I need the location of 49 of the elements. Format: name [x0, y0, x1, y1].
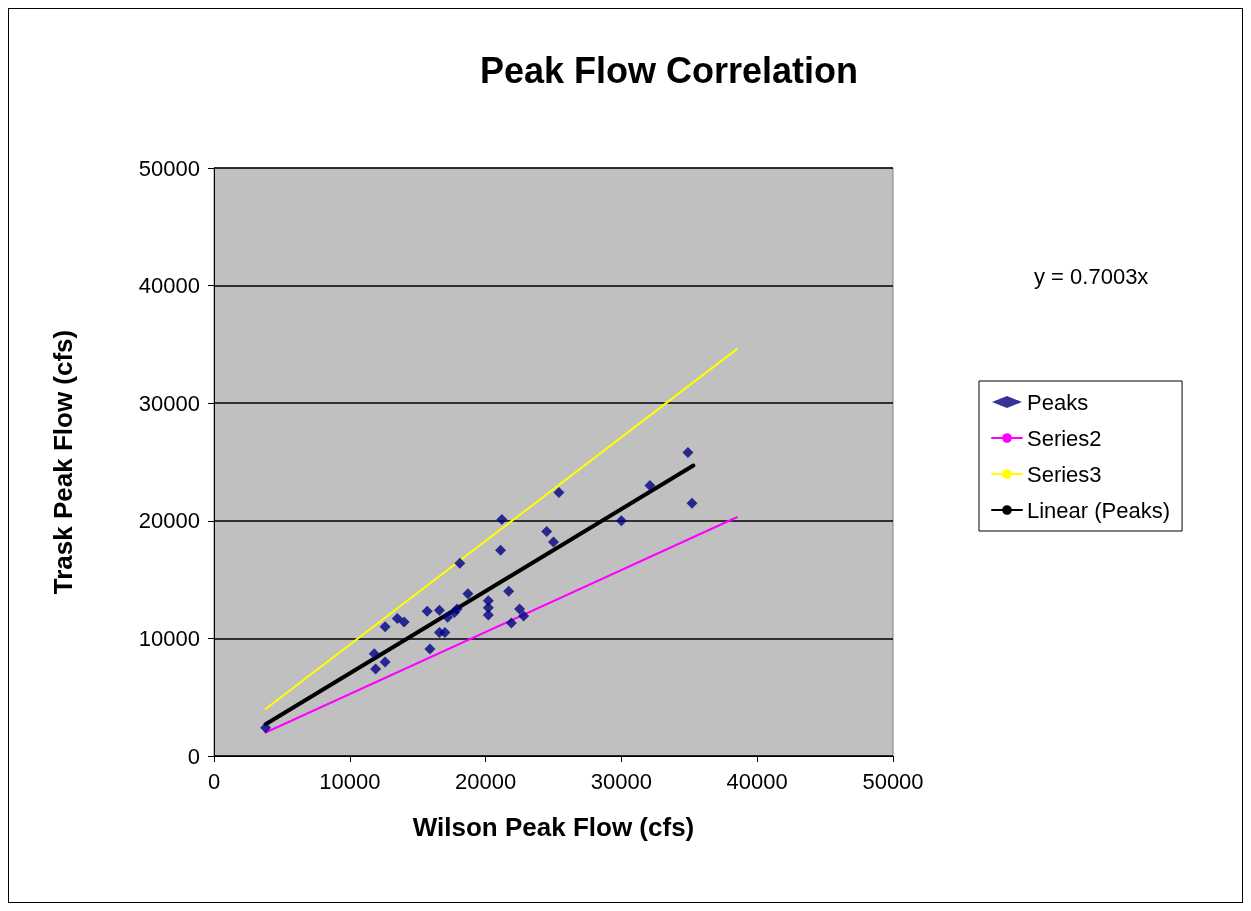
x-tick-label: 20000 — [455, 768, 517, 794]
text: y = 0.7003x — [1034, 263, 1149, 289]
point — [548, 536, 559, 548]
point — [503, 585, 515, 597]
point — [518, 610, 530, 622]
y-tick-label: 50000 — [138, 155, 200, 181]
point — [442, 611, 454, 623]
point — [368, 648, 380, 660]
point — [686, 497, 698, 509]
point — [439, 627, 451, 639]
x-axis-title: Wilson Peak Flow (cfs) — [412, 812, 695, 842]
point — [496, 514, 508, 526]
legend-label: Peaks — [1027, 389, 1089, 415]
point — [398, 616, 410, 628]
legend-label: Series3 — [1027, 461, 1102, 487]
point — [495, 544, 507, 556]
point — [505, 617, 517, 629]
point — [260, 722, 272, 734]
point — [541, 525, 553, 537]
y-tick-label: 30000 — [138, 390, 200, 416]
point — [615, 515, 627, 527]
point — [433, 604, 445, 616]
point — [514, 603, 526, 615]
point — [644, 480, 656, 492]
point — [454, 557, 466, 569]
point — [482, 595, 494, 607]
point — [553, 487, 565, 499]
y-axis-title: Trask Peak Flow (cfs) — [48, 329, 78, 595]
x-tick-label: 30000 — [590, 768, 652, 794]
y-tick-label: 40000 — [138, 273, 200, 299]
legend-label: Linear (Peaks) — [1027, 497, 1171, 523]
chart-title: Peak Flow Correlation — [479, 49, 859, 91]
point — [391, 612, 403, 624]
point — [451, 603, 463, 615]
x-tick-label: 0 — [207, 768, 221, 794]
point — [370, 663, 382, 675]
x-tick-label: 40000 — [726, 768, 788, 794]
point — [379, 621, 391, 633]
x-tick-label: 50000 — [862, 768, 924, 794]
point — [462, 588, 474, 600]
y-tick-label: 10000 — [138, 625, 200, 651]
point — [421, 605, 433, 617]
x-tick-label: 10000 — [319, 768, 381, 794]
legend-label: Series2 — [1027, 425, 1102, 451]
point — [379, 656, 391, 668]
point — [424, 643, 436, 655]
y-tick-label: 0 — [187, 743, 200, 769]
point — [682, 447, 694, 459]
y-tick-label: 20000 — [138, 508, 200, 534]
